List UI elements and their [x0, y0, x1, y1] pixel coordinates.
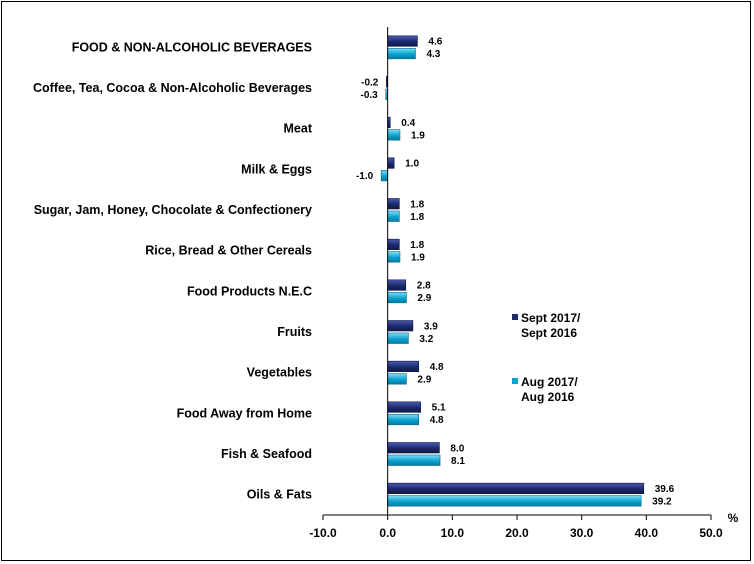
legend-label-series-2: Aug 2016 — [521, 390, 575, 404]
legend-marker-series-1 — [512, 314, 518, 320]
data-label: 5.1 — [432, 403, 446, 414]
x-tick-label: 50.0 — [699, 526, 723, 540]
x-tick-label: 30.0 — [570, 526, 594, 540]
category-label: Meat — [284, 122, 313, 136]
labels-layer: FOOD & NON-ALCOHOLIC BEVERAGES 4.64.3 Coff… — [33, 37, 675, 508]
data-label: 1.8 — [410, 240, 424, 251]
category-label: Oils & Fats — [247, 488, 312, 502]
legend-marker-series-2 — [512, 378, 518, 384]
bar-series-2 — [380, 170, 388, 182]
category-label: Milk & Eggs — [241, 162, 312, 176]
data-label: 1.9 — [411, 252, 425, 263]
data-label: 39.6 — [655, 484, 675, 495]
data-label: -1.0 — [356, 171, 374, 182]
bars-layer — [380, 35, 645, 507]
bar-series-2 — [387, 251, 401, 263]
bar-series-2 — [387, 454, 441, 466]
bar-series-2 — [387, 48, 416, 60]
x-tick-label: 0.0 — [379, 526, 396, 540]
bar-series-1 — [387, 401, 421, 413]
x-tick-label: 20.0 — [505, 526, 529, 540]
data-label: 4.6 — [428, 37, 442, 48]
category-label: Coffee, Tea, Cocoa & Non-Alcoholic Bever… — [33, 81, 312, 95]
data-label: 2.9 — [417, 293, 431, 304]
bar-series-2 — [387, 129, 401, 141]
data-label: 8.0 — [450, 443, 464, 454]
bar-series-1 — [387, 198, 400, 210]
bar-series-2 — [387, 495, 642, 507]
x-tick-label: 10.0 — [441, 526, 465, 540]
data-label: 39.2 — [652, 496, 672, 507]
bar-series-2 — [387, 414, 420, 426]
data-label: 1.8 — [410, 199, 424, 210]
legend-label-series-2: Aug 2017/ — [521, 375, 578, 389]
bar-series-1 — [387, 442, 440, 454]
data-label: 4.8 — [430, 362, 444, 373]
data-label: -0.3 — [360, 90, 378, 101]
bar-series-1 — [387, 360, 420, 372]
data-label: 1.0 — [405, 159, 419, 170]
data-label: -0.2 — [361, 77, 379, 88]
bar-series-2 — [387, 332, 409, 344]
category-label: Food Away from Home — [177, 406, 312, 420]
data-label: 4.3 — [426, 49, 440, 60]
x-tick-label: -10.0 — [309, 526, 337, 540]
bar-series-1 — [387, 238, 400, 250]
data-label: 0.4 — [401, 118, 415, 129]
data-label: 1.9 — [411, 130, 425, 141]
bar-series-2 — [387, 210, 400, 222]
category-label: Sugar, Jam, Honey, Chocolate & Confectio… — [34, 203, 312, 217]
bar-series-2 — [387, 373, 407, 385]
category-label: Fish & Seafood — [221, 447, 312, 461]
data-label: 2.9 — [417, 374, 431, 385]
legend-label-series-1: Sept 2017/ — [521, 311, 581, 325]
data-label: 3.2 — [419, 334, 433, 345]
data-label: 8.1 — [451, 456, 465, 467]
bar-series-1 — [387, 482, 645, 494]
legend: Sept 2017/Sept 2016 Aug 2017/Aug 2016 — [512, 311, 581, 404]
data-label: 2.8 — [417, 281, 431, 292]
category-label: Rice, Bread & Other Cereals — [145, 244, 312, 258]
x-axis: -10.0 0.0 10.0 20.0 30.0 40.0 50.0% — [309, 27, 739, 540]
category-label: Food Products N.E.C — [187, 284, 312, 298]
category-label: Fruits — [277, 325, 312, 339]
x-tick-label: 40.0 — [635, 526, 659, 540]
legend-label-series-1: Sept 2016 — [521, 326, 577, 340]
bar-series-1 — [387, 320, 414, 332]
category-label: Vegetables — [247, 366, 312, 380]
bar-series-1 — [387, 157, 395, 169]
data-label: 4.8 — [430, 415, 444, 426]
bar-series-2 — [387, 292, 407, 304]
data-label: 1.8 — [410, 212, 424, 223]
data-label: 3.9 — [424, 321, 438, 332]
bar-series-1 — [387, 35, 418, 47]
x-axis-label: % — [728, 511, 739, 525]
category-label: FOOD & NON-ALCOHOLIC BEVERAGES — [72, 40, 312, 54]
bar-series-1 — [387, 279, 407, 291]
